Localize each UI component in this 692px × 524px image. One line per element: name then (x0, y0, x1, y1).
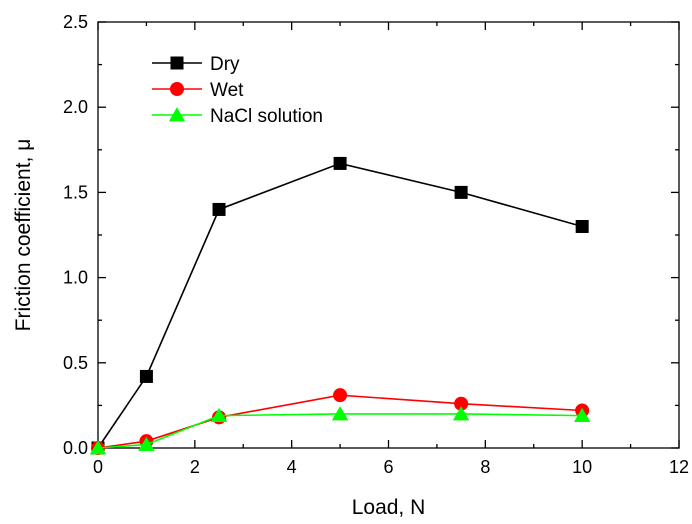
y-tick-label: 1.0 (63, 268, 88, 288)
data-point (210, 407, 228, 423)
legend-label: Dry (210, 54, 240, 75)
series-line (97, 413, 583, 449)
legend-marker (170, 56, 184, 70)
data-point (333, 388, 348, 403)
legend-entry: Wet (152, 80, 244, 101)
x-tick-label: 4 (287, 457, 297, 477)
series-nacl-solution (89, 406, 591, 455)
y-tick-label: 2.0 (63, 97, 88, 117)
data-point (139, 369, 153, 383)
legend: Dry Wet NaCl solution (152, 54, 323, 127)
data-point (333, 156, 347, 170)
series-layer (89, 156, 591, 455)
axes: 0 2 4 6 8 10 12 0.0 0.5 1.0 1.5 2.0 2.5 (63, 12, 689, 477)
data-point (452, 406, 470, 421)
legend-entry: Dry (152, 54, 240, 75)
series-line (97, 394, 583, 449)
x-tick-label: 8 (480, 457, 490, 477)
x-tick-label: 0 (93, 457, 103, 477)
plot-frame (97, 21, 680, 449)
data-point (138, 436, 155, 451)
x-tick-label: 2 (190, 457, 200, 477)
y-tick-label: 1.5 (63, 182, 88, 202)
y-tick-label: 0.5 (63, 353, 88, 373)
data-point (89, 440, 107, 455)
data-point (573, 407, 591, 423)
x-tick-label: 12 (669, 457, 689, 477)
legend-entry: NaCl solution (152, 106, 323, 127)
y-axis-title: Friction coefficient, μ (12, 139, 35, 332)
series-line (97, 162, 583, 449)
legend-label: Wet (210, 80, 244, 101)
data-point (575, 219, 589, 233)
legend-label: NaCl solution (210, 106, 323, 127)
data-point (212, 202, 226, 216)
x-tick-label: 6 (383, 457, 393, 477)
legend-marker (168, 107, 186, 122)
x-tick-label: 10 (572, 457, 592, 477)
data-point (454, 185, 468, 199)
legend-marker (170, 82, 184, 96)
y-tick-label: 2.5 (63, 12, 88, 32)
y-tick-label: 0.0 (63, 438, 88, 458)
data-point (331, 406, 349, 421)
x-axis-title: Load, N (352, 496, 426, 519)
